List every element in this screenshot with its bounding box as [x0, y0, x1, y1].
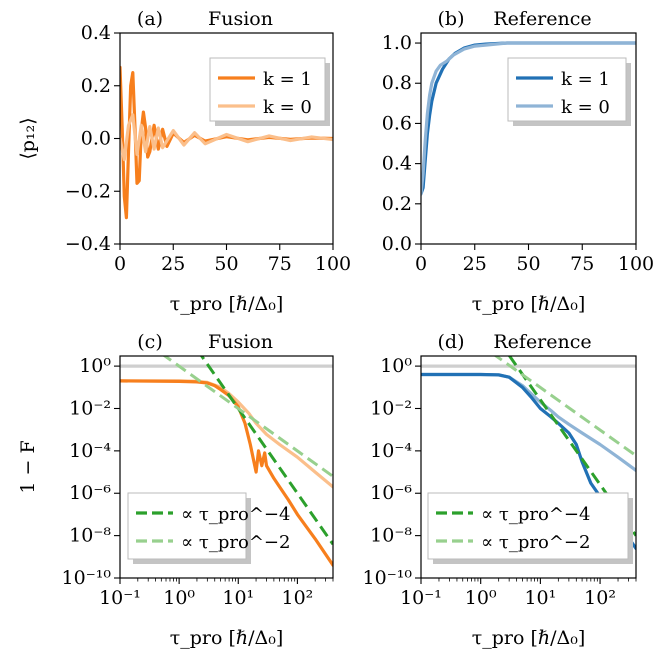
panel-d-ytick-label-5: 10⁰	[380, 355, 412, 377]
panel-b-xtick-label-4: 100	[618, 253, 654, 275]
panel-c-xlabel: τ_pro [ℏ/Δ₀]	[170, 627, 284, 649]
panel-c-title: Fusion	[208, 331, 273, 353]
panel-d-ytick-label-0: 10⁻¹⁰	[363, 567, 413, 589]
panel-b-title: Reference	[493, 8, 591, 30]
panel-b-xlabel: τ_pro [ℏ/Δ₀]	[472, 293, 586, 315]
panel-c-ytick-label-4: 10⁻²	[69, 397, 111, 419]
panel-d-xtick-label-0: 10⁻¹	[400, 587, 442, 609]
panel-a-ytick-label-4: 0.4	[81, 22, 111, 44]
panel-a-legend-box	[209, 57, 326, 122]
panel-a-legend: k = 1 k = 0	[209, 57, 330, 126]
panel-b-legend-box	[507, 57, 627, 122]
panel-c-label: (c)	[137, 331, 162, 353]
panel-c-plot-area	[120, 356, 333, 567]
panel-c-series-2	[120, 379, 333, 567]
panel-c-ytick-label-5: 10⁰	[79, 355, 111, 377]
panel-b-ytick-label-4: 0.8	[382, 72, 412, 94]
panel-a-series-1	[120, 113, 333, 162]
panel-b-ytick-label-0: 0.0	[382, 233, 412, 255]
panel-d-title: Reference	[493, 331, 591, 353]
panel-d-xtick-label-3: 10²	[584, 587, 616, 609]
panel-b-plot-area	[421, 41, 636, 196]
panel-b-xtick-label-1: 25	[463, 253, 487, 275]
panel-c-xtick-label-2: 10¹	[222, 587, 254, 609]
panel-b-label: (b)	[438, 8, 465, 30]
panel-c-series-1	[120, 379, 333, 489]
panel-a-title: Fusion	[208, 8, 273, 30]
panel-b-ytick-label-5: 1.0	[382, 32, 412, 54]
panel-d-legend: ∝ τ_pro^−4 ∝ τ_pro^−2	[427, 492, 633, 564]
panel-d-ytick-label-1: 10⁻⁸	[370, 525, 412, 547]
panel-b-legend-label-1: k = 0	[561, 97, 610, 118]
panel-b-ytick-label-1: 0.2	[382, 193, 412, 215]
panel-b: 0 25 50 75 100 0.0 0.2 0.4 0.6 0.8 1.0 (b) Reference…	[382, 8, 654, 315]
panel-a-ylabel: ⟨p₁₂⟩	[17, 117, 39, 159]
panel-d-xtick-label-2: 10¹	[524, 587, 556, 609]
panel-d-ytick-label-3: 10⁻⁴	[370, 440, 412, 462]
panel-a-ytick-label-2: 0.0	[81, 128, 111, 150]
panel-d-frame	[420, 355, 637, 579]
panel-c-ytick-label-3: 10⁻⁴	[69, 440, 111, 462]
panel-a-label: (a)	[137, 8, 163, 30]
panel-d-xtick-label-1: 10⁰	[465, 587, 497, 609]
panel-a-xtick-label-2: 50	[214, 253, 238, 275]
panel-d-series-1	[421, 372, 636, 472]
panel-c-legend-label-0: ∝ τ_pro^−4	[181, 504, 290, 525]
panel-b-ytick-label-2: 0.4	[382, 153, 412, 175]
panel-b-ytick-label-3: 0.6	[382, 112, 412, 134]
panel-c-ytick-label-1: 10⁻⁸	[69, 525, 111, 547]
panel-d-label: (d)	[438, 331, 465, 353]
panel-d-legend-box	[427, 492, 629, 560]
panel-c-legend: ∝ τ_pro^−4 ∝ τ_pro^−2	[127, 492, 290, 564]
panel-a-xtick-label-0: 0	[114, 253, 126, 275]
panel-a-xtick-label-3: 75	[268, 253, 292, 275]
panel-c-xtick-label-3: 10²	[282, 587, 314, 609]
panel-d-ytick-label-2: 10⁻⁶	[370, 482, 412, 504]
panel-d-xlabel: τ_pro [ℏ/Δ₀]	[472, 627, 586, 649]
panel-c-ytick-label-0: 10⁻¹⁰	[62, 567, 112, 589]
panel-c-legend-box	[127, 492, 247, 560]
panel-a-ytick-label-1: −0.2	[65, 180, 111, 202]
panel-a-ytick-label-3: 0.2	[81, 75, 111, 97]
panel-b-series-1	[421, 41, 636, 196]
panel-c-series-3	[199, 356, 333, 546]
panel-a-xtick-label-4: 100	[315, 253, 351, 275]
panel-d-legend-label-0: ∝ τ_pro^−4	[481, 504, 590, 525]
panel-a: 0 25 50 75 100 −0.4 −0.2 0.0 0.2 0.4 (a) Fusion τ_pr…	[17, 8, 351, 315]
panel-a-legend-label-1: k = 0	[263, 97, 312, 118]
panel-b-xtick-label-2: 50	[516, 253, 540, 275]
panel-a-legend-label-0: k = 1	[263, 69, 312, 90]
panel-b-legend: k = 1 k = 0	[507, 57, 631, 126]
panel-c-ylabel: 1 − F	[17, 440, 39, 493]
panel-b-xtick-label-3: 75	[570, 253, 594, 275]
panel-d-ytick-label-4: 10⁻²	[370, 397, 412, 419]
panel-d-legend-label-1: ∝ τ_pro^−2	[481, 532, 590, 553]
panel-a-ytick-label-0: −0.4	[65, 233, 111, 255]
panel-c-series-4	[162, 356, 333, 478]
panel-c-frame	[119, 355, 334, 579]
panel-c-xtick-label-1: 10⁰	[163, 587, 195, 609]
panel-c: 10⁻¹ 10⁰ 10¹ 10² 10⁻¹⁰ 10⁻⁸ 10⁻⁶ 10⁻⁴ 10⁻² 10⁰ (c)…	[17, 331, 334, 649]
panel-a-plot-area	[120, 65, 333, 220]
panel-b-xtick-label-0: 0	[415, 253, 427, 275]
panel-d: 10⁻¹ 10⁰ 10¹ 10² 10⁻¹⁰ 10⁻⁸ 10⁻⁶ 10⁻⁴ 10⁻² 10⁰ (d)…	[363, 331, 637, 649]
panel-c-legend-label-1: ∝ τ_pro^−2	[181, 532, 290, 553]
panel-c-xtick-label-0: 10⁻¹	[99, 587, 141, 609]
panel-c-ytick-label-2: 10⁻⁶	[69, 482, 111, 504]
panel-a-xlabel: τ_pro [ℏ/Δ₀]	[170, 293, 284, 315]
panel-a-xtick-label-1: 25	[161, 253, 185, 275]
panel-b-legend-label-0: k = 1	[561, 69, 610, 90]
